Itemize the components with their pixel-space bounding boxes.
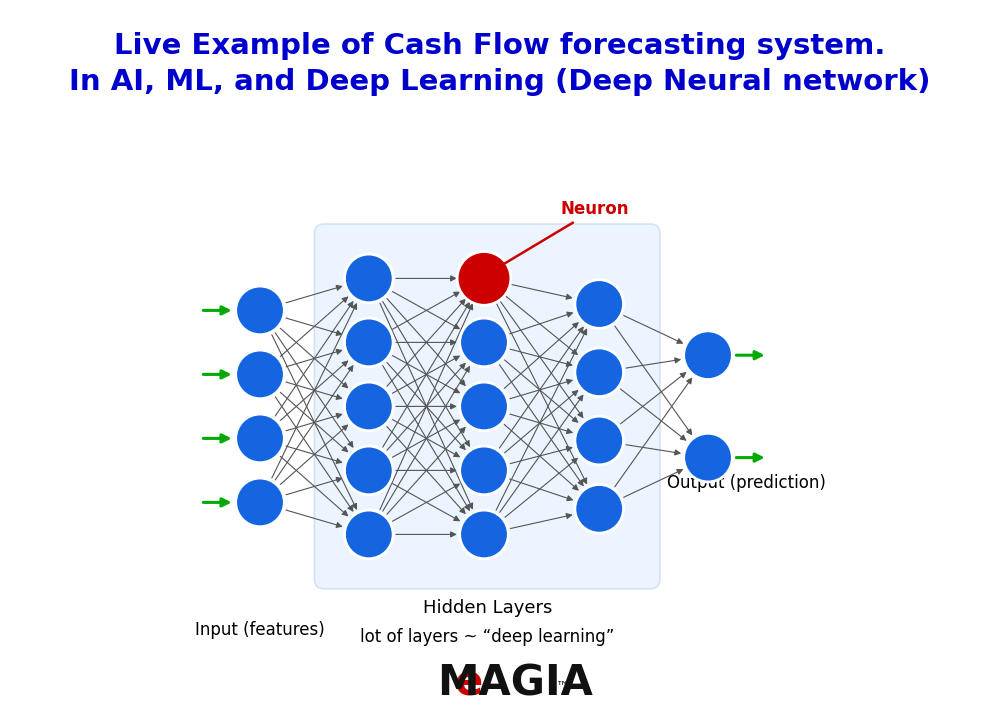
Circle shape	[236, 478, 284, 527]
FancyBboxPatch shape	[314, 224, 660, 589]
Text: Input (features): Input (features)	[195, 621, 325, 639]
Circle shape	[684, 433, 732, 482]
Text: Output (prediction): Output (prediction)	[667, 474, 826, 492]
Circle shape	[344, 446, 393, 495]
Circle shape	[575, 416, 624, 465]
Circle shape	[460, 382, 508, 431]
Circle shape	[684, 331, 732, 379]
Circle shape	[460, 446, 508, 495]
Text: Hidden Layers: Hidden Layers	[423, 599, 552, 617]
Circle shape	[344, 254, 393, 302]
Text: Neuron: Neuron	[495, 200, 629, 269]
Circle shape	[460, 318, 508, 366]
Circle shape	[236, 286, 284, 335]
Circle shape	[344, 382, 393, 431]
Circle shape	[457, 251, 511, 305]
Circle shape	[575, 485, 624, 533]
Circle shape	[344, 318, 393, 366]
Circle shape	[236, 350, 284, 399]
Circle shape	[575, 348, 624, 397]
Circle shape	[236, 414, 284, 463]
Text: lot of layers ~ “deep learning”: lot of layers ~ “deep learning”	[360, 628, 614, 646]
Circle shape	[575, 279, 624, 328]
Text: e: e	[454, 662, 482, 704]
Circle shape	[344, 510, 393, 559]
Text: In AI, ML, and Deep Learning (Deep Neural network): In AI, ML, and Deep Learning (Deep Neura…	[69, 68, 931, 96]
Text: Live Example of Cash Flow forecasting system.: Live Example of Cash Flow forecasting sy…	[114, 32, 886, 60]
Circle shape	[460, 510, 508, 559]
Text: ™: ™	[556, 679, 570, 693]
Text: MAGIA: MAGIA	[437, 662, 593, 704]
